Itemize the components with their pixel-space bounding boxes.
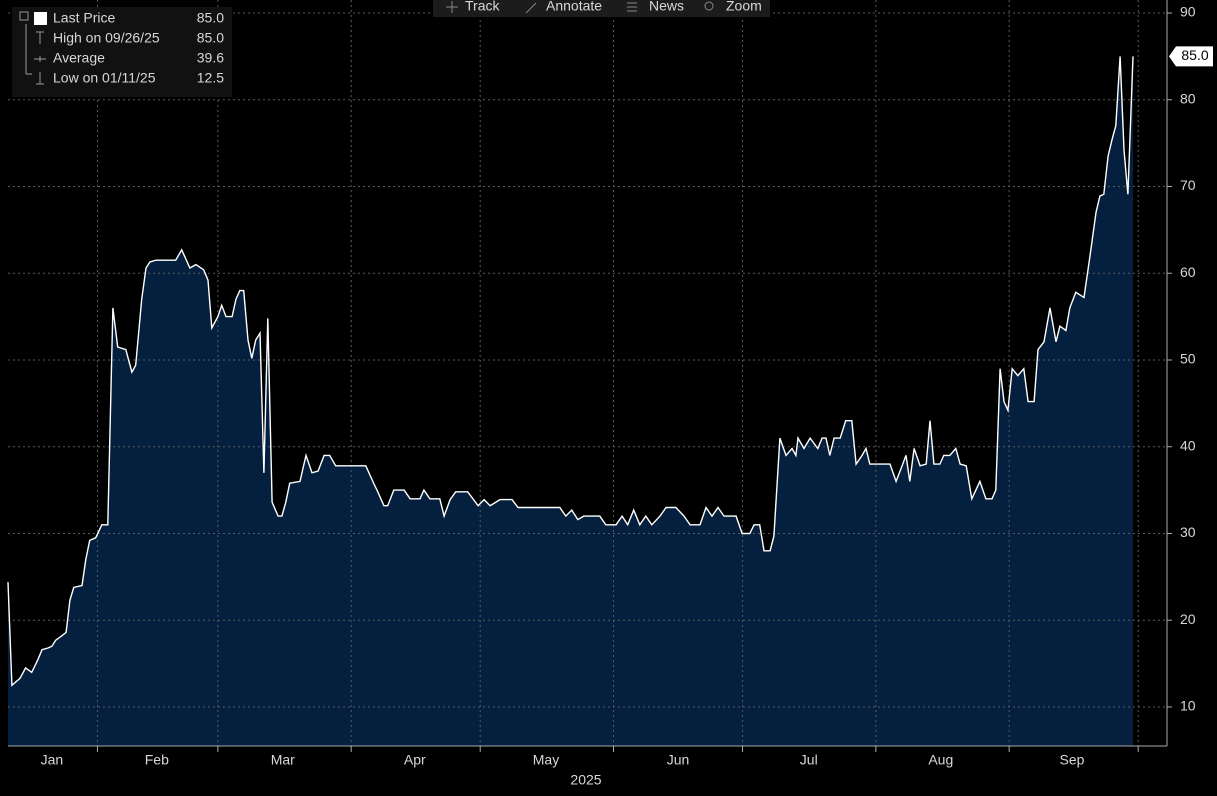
x-tick-label: Jul: [800, 752, 818, 768]
y-tick-label: 90: [1180, 4, 1196, 20]
y-tick-label: 50: [1180, 351, 1196, 367]
toolbar-label[interactable]: Zoom: [726, 0, 762, 14]
legend: Last Price 85.0 High on 09/26/25 85.0 Av…: [12, 7, 232, 97]
y-tick-label: 60: [1180, 264, 1196, 280]
legend-label: Low on 01/11/25: [53, 70, 156, 86]
last-value-label: 85.0: [1181, 47, 1208, 63]
legend-swatch: [34, 12, 47, 25]
legend-value: 85.0: [197, 30, 224, 46]
y-tick-label: 30: [1180, 524, 1196, 540]
y-tick-label: 40: [1180, 437, 1196, 453]
y-tick-label: 80: [1180, 90, 1196, 106]
legend-icons: [25, 24, 44, 75]
area: [8, 56, 1133, 746]
toolbar-label[interactable]: Annotate: [546, 0, 602, 14]
legend-label: High on 09/26/25: [53, 30, 160, 46]
legend-collapse[interactable]: [19, 11, 29, 21]
y-tick-label: 10: [1180, 698, 1196, 714]
x-tick-label: Aug: [928, 752, 953, 768]
toolbar-label[interactable]: News: [649, 0, 684, 14]
x-tick-label: Jun: [667, 752, 690, 768]
icon: [627, 2, 637, 12]
icon: [525, 2, 537, 14]
x-tick-label: May: [533, 752, 559, 768]
toolbar-annotate[interactable]: Annotate: [525, 0, 602, 14]
toolbar-zoom[interactable]: Zoom: [704, 0, 762, 14]
toolbar-news[interactable]: News: [627, 0, 684, 14]
legend-label: Average: [53, 50, 105, 66]
legend-label: Last Price: [53, 10, 115, 26]
legend-bg: [12, 7, 232, 97]
toolbar-label[interactable]: Track: [465, 0, 500, 14]
legend-value: 39.6: [197, 50, 224, 66]
legend-icons: [34, 56, 46, 85]
y-tick-label: 70: [1180, 177, 1196, 193]
x-axis-label: 2025: [570, 772, 601, 788]
toolbar-track[interactable]: Track: [446, 0, 500, 14]
x-tick-label: Sep: [1059, 752, 1084, 768]
y-tick-label: 20: [1180, 611, 1196, 627]
x-tick-label: Feb: [145, 752, 169, 768]
legend-value: 12.5: [197, 70, 224, 86]
last-value-callout: [1169, 46, 1213, 67]
x-tick-label: Apr: [404, 752, 426, 768]
legend-value: 85.0: [197, 10, 224, 26]
x-tick-label: Jan: [41, 752, 64, 768]
toolbar-bg: [433, 0, 770, 17]
icon: [446, 1, 458, 13]
price-line: [7, 56, 1134, 687]
icon: [704, 1, 714, 11]
x-tick-label: Mar: [271, 752, 295, 768]
toolbar: Track Annotate News Zoom: [433, 0, 770, 17]
plot-area: [7, 0, 1167, 746]
